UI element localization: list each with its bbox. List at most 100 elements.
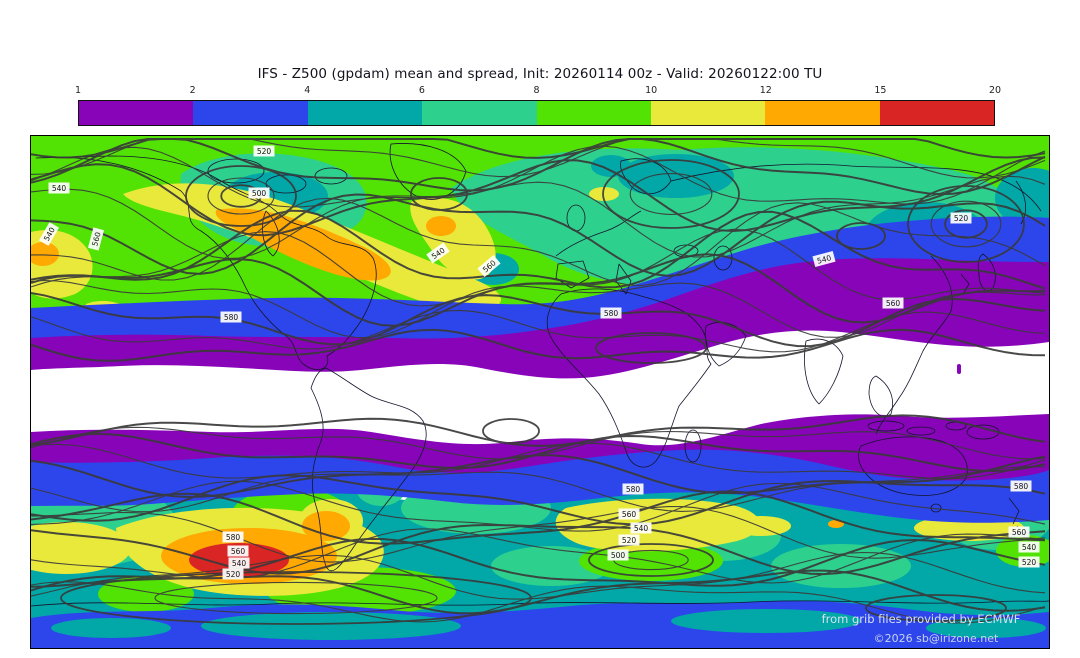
rect-shape [228, 557, 250, 569]
ellipse-shape [51, 618, 171, 638]
contour-label-500: 500 [607, 549, 629, 561]
contour-label-500: 500 [248, 187, 270, 199]
ellipse-shape [595, 332, 707, 364]
ellipse-shape [588, 543, 714, 577]
text-shape: 500 [252, 189, 267, 198]
contour-label-540: 540 [1018, 541, 1040, 553]
path-shape [31, 551, 1046, 600]
ellipse-shape [482, 418, 540, 444]
path-shape [555, 498, 760, 552]
rect-shape [812, 250, 836, 268]
path-shape [31, 480, 1046, 532]
contour-label-520: 520 [222, 568, 244, 580]
contour-label-580: 580 [622, 483, 644, 495]
contour-label-560: 560 [618, 508, 640, 520]
rect-shape [622, 483, 644, 495]
path-shape [31, 279, 1045, 339]
text-shape: 580 [604, 309, 619, 318]
path-shape [31, 414, 1046, 447]
ellipse-shape [491, 546, 611, 586]
colorbar-segment-15-20 [879, 101, 994, 125]
text-shape: 560 [622, 510, 637, 519]
ellipse-shape [836, 222, 886, 250]
colorbar-segment-8-10 [536, 101, 651, 125]
path-shape [31, 216, 1049, 344]
text-shape: 520 [1022, 558, 1037, 567]
ellipse-shape [591, 155, 631, 177]
path-shape [670, 163, 1042, 212]
ellipse-shape [31, 522, 131, 574]
ellipse-shape [906, 426, 936, 436]
rect-shape [1018, 541, 1040, 553]
path-shape [31, 524, 1046, 576]
ellipse-shape [684, 429, 702, 463]
colorbar-ticks: 1 2 4 6 8 10 12 15 20 [74, 85, 1001, 97]
rect-shape [607, 549, 629, 561]
path-shape [31, 209, 1046, 290]
contour-label-560: 560 [1008, 526, 1030, 538]
rect-shape [253, 145, 275, 157]
text-shape: 520 [257, 147, 272, 156]
chart-title: IFS - Z500 (gpdam) mean and spread, Init… [257, 66, 823, 82]
rect-shape [48, 182, 70, 194]
colorbar-segment-12-15 [765, 101, 880, 125]
colorbar-segment-4-6 [307, 101, 423, 125]
text-shape: 560 [231, 547, 246, 556]
text-shape: 520 [622, 536, 637, 545]
attribution-ecmwf: from grib files provided by ECMWF [822, 612, 1021, 626]
colorbar-tick-12: 12 [759, 85, 772, 96]
path-shape [31, 449, 1049, 523]
colorbar-tick-1: 1 [74, 85, 82, 96]
rect-shape [1010, 480, 1032, 492]
rect-shape [38, 222, 60, 246]
rect-shape [248, 187, 270, 199]
ellipse-shape [629, 173, 713, 215]
ellipse-shape [302, 511, 350, 541]
weather-map: 520 540 500 540 560 540 560 580 580 520 540 560 580 5… [31, 136, 1049, 648]
text-shape: 560 [90, 231, 102, 247]
colorbar-segment-2-4 [193, 101, 308, 125]
text-shape: 500 [611, 551, 626, 560]
text-shape: 580 [224, 313, 239, 322]
contour-label-520: 520 [1018, 556, 1040, 568]
contour-label-580: 580 [220, 311, 242, 323]
ellipse-shape [589, 187, 619, 201]
rect-shape [600, 307, 622, 319]
path-shape [262, 210, 280, 257]
contour-label-520: 520 [618, 534, 640, 546]
path-shape [31, 537, 1046, 588]
text-shape: 540 [634, 524, 649, 533]
ellipse-shape [867, 420, 905, 432]
path-shape [960, 273, 970, 295]
rect-shape [87, 227, 105, 251]
ellipse-shape [185, 165, 297, 227]
path-shape [31, 258, 1049, 379]
ellipse-shape [865, 594, 1007, 622]
path-shape [31, 253, 1046, 327]
contour-label-540: 540 [48, 182, 70, 194]
colorbar: 1 2 4 6 8 10 12 15 20 [75, 85, 1001, 126]
text-shape: 520 [954, 214, 969, 223]
ellipse-shape [154, 581, 438, 615]
text-shape: 540 [52, 184, 67, 193]
text-shape: 580 [1014, 482, 1029, 491]
path-shape [31, 309, 1046, 353]
ellipse-shape [930, 200, 1002, 248]
ellipse-shape [907, 185, 1025, 263]
text-shape: 540 [232, 559, 247, 568]
text-shape: 580 [226, 533, 241, 542]
ellipse-shape [426, 216, 456, 236]
path-shape [31, 442, 1046, 480]
rect-shape [227, 545, 249, 557]
contour-label-580: 580 [222, 531, 244, 543]
rect-shape [426, 242, 450, 264]
path-shape [31, 569, 1046, 615]
text-shape: 560 [1012, 528, 1027, 537]
rect-shape [220, 311, 242, 323]
rect-shape [957, 364, 961, 374]
rect-shape [618, 508, 640, 520]
ellipse-shape [314, 167, 348, 185]
colorbar-tick-10: 10 [645, 85, 658, 96]
text-shape: 520 [226, 570, 241, 579]
contour-label-560: 560 [227, 545, 249, 557]
